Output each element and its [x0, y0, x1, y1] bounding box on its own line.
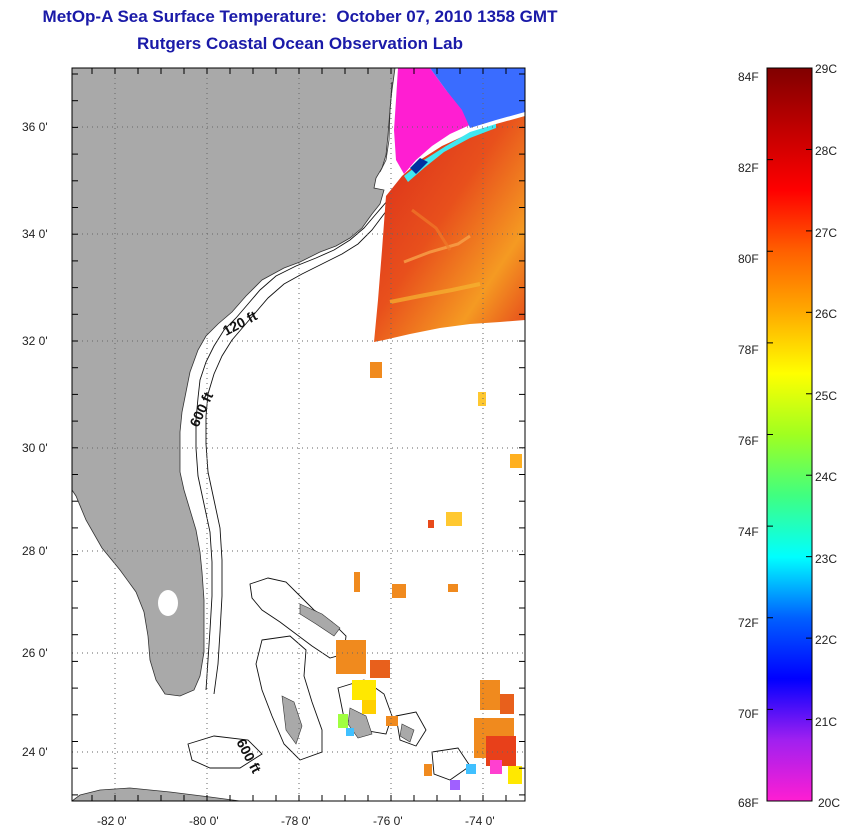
c-label: 21C [815, 715, 837, 729]
contour-120ft [195, 199, 389, 691]
c-label: 24C [815, 470, 837, 484]
f-label: 80F [738, 252, 759, 266]
c-label: 20C [818, 796, 840, 810]
longitude-labels: -82 0' -80 0' -78 0' -76 0' -74 0' [97, 814, 495, 828]
lon-label: -76 0' [373, 814, 403, 828]
color-scale-gradient [766, 67, 813, 802]
cold-water-north [394, 68, 472, 174]
lat-label: 32 0' [22, 334, 48, 348]
us-mainland [72, 68, 396, 697]
map-title: MetOp-A Sea Surface Temperature: October… [42, 7, 558, 26]
c-label: 28C [815, 144, 837, 158]
c-label: 26C [815, 307, 837, 321]
lon-label: -74 0' [465, 814, 495, 828]
lon-label: -80 0' [189, 814, 219, 828]
contour-600ft [205, 195, 399, 695]
c-label: 29C [815, 62, 837, 76]
bahamas-islands [281, 603, 415, 745]
f-label: 76F [738, 434, 759, 448]
lat-lon-grid [72, 68, 525, 801]
lon-label: -82 0' [97, 814, 127, 828]
lon-label: -78 0' [281, 814, 311, 828]
c-label: 22C [815, 633, 837, 647]
celsius-labels: 29C 28C 27C 26C 25C 24C 23C 22C 21C 20C [815, 62, 840, 810]
c-label: 25C [815, 389, 837, 403]
f-label: 70F [738, 707, 759, 721]
f-label: 72F [738, 616, 759, 630]
lat-label: 26 0' [22, 646, 48, 660]
lake-okeechobee [158, 590, 178, 616]
f-label: 68F [738, 796, 759, 810]
sst-patches [336, 362, 522, 790]
latitude-labels: 36 0' 34 0' 32 0' 30 0' 28 0' 26 0' 24 0… [22, 120, 48, 759]
map-subtitle: Rutgers Coastal Ocean Observation Lab [137, 34, 463, 53]
f-label: 78F [738, 343, 759, 357]
lat-label: 36 0' [22, 120, 48, 134]
f-label: 74F [738, 525, 759, 539]
c-label: 27C [815, 226, 837, 240]
c-label: 23C [815, 552, 837, 566]
fahrenheit-labels: 84F 82F 80F 78F 76F 74F 72F 70F 68F [738, 70, 759, 810]
lat-label: 24 0' [22, 745, 48, 759]
cuba [72, 787, 241, 801]
lat-label: 34 0' [22, 227, 48, 241]
f-label: 82F [738, 161, 759, 175]
lat-label: 28 0' [22, 544, 48, 558]
cool-water-band [430, 68, 525, 128]
lat-label: 30 0' [22, 441, 48, 455]
f-label: 84F [738, 70, 759, 84]
